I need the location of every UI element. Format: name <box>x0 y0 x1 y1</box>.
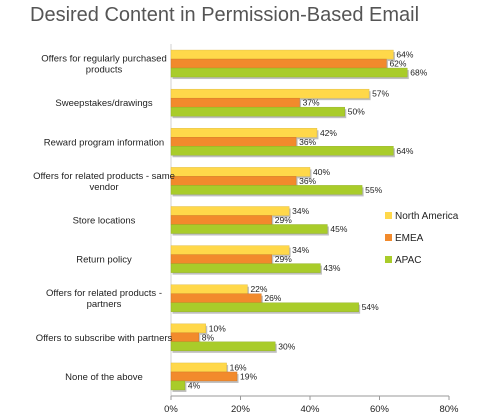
value-label: 64% <box>396 50 413 60</box>
category-label: Sweepstakes/drawings <box>55 98 152 109</box>
legend-label: APAC <box>395 255 422 266</box>
bar <box>170 224 328 234</box>
value-label: 30% <box>278 341 295 351</box>
bar <box>170 58 387 69</box>
bar <box>170 341 276 352</box>
category-label: Offers for related products - same <box>33 171 175 182</box>
value-label: 57% <box>372 89 389 99</box>
bar <box>170 263 321 273</box>
value-label: 45% <box>330 224 347 234</box>
value-label: 43% <box>323 263 340 273</box>
category-label: None of the above <box>65 372 143 383</box>
value-label: 55% <box>365 185 382 195</box>
value-label: 16% <box>230 362 247 372</box>
bar <box>170 88 370 99</box>
bar <box>170 215 272 225</box>
bar <box>170 49 394 60</box>
category-label: Offers for related products - <box>46 288 162 299</box>
bar <box>170 371 238 382</box>
bar <box>170 293 262 303</box>
value-label: 37% <box>303 98 320 108</box>
bar <box>170 146 394 156</box>
value-label: 29% <box>275 215 292 225</box>
x-tick-label: 80% <box>439 404 459 415</box>
value-label: 19% <box>240 371 257 381</box>
bar <box>170 254 272 264</box>
bar <box>170 332 199 343</box>
bar <box>170 67 408 78</box>
category-label: Store locations <box>73 216 136 227</box>
value-label: 54% <box>362 302 379 312</box>
x-tick-label: 0% <box>164 404 178 415</box>
value-label: 22% <box>250 284 267 294</box>
value-label: 42% <box>320 128 337 138</box>
category-label: Offers to subscribe with partners <box>36 333 173 344</box>
legend: North America EMEA APAC <box>385 211 459 266</box>
bar <box>170 245 290 255</box>
legend-label: EMEA <box>395 233 424 244</box>
bar <box>170 380 186 391</box>
category-label: Offers for regularly purchased <box>41 54 167 65</box>
bar <box>170 97 300 108</box>
category-label: Reward program information <box>44 137 164 148</box>
value-label: 68% <box>410 68 427 78</box>
bar <box>170 284 248 294</box>
value-label: 26% <box>264 293 281 303</box>
value-label: 34% <box>292 245 309 255</box>
value-label: 8% <box>202 332 215 342</box>
legend-swatch <box>385 234 392 241</box>
value-label: 50% <box>348 107 365 117</box>
category-label: Return policy <box>76 255 132 266</box>
x-axis: 0% 20% 40% 60% 80% <box>164 395 459 415</box>
value-label: 40% <box>313 167 330 177</box>
bar <box>170 167 311 177</box>
legend-label: North America <box>395 211 459 222</box>
category-label: products <box>86 65 123 76</box>
legend-swatch <box>385 256 392 263</box>
bar <box>170 176 297 186</box>
value-label: 64% <box>396 146 413 156</box>
value-label: 34% <box>292 206 309 216</box>
value-label: 36% <box>299 176 316 186</box>
value-label: 29% <box>275 254 292 264</box>
bar <box>170 302 359 312</box>
value-label: 36% <box>299 137 316 147</box>
bar <box>170 206 290 216</box>
value-label: 10% <box>209 323 226 333</box>
bar <box>170 185 363 195</box>
x-tick-label: 20% <box>231 404 251 415</box>
value-labels: 64%62%68%57%37%50%42%36%64%40%36%55%34%2… <box>188 50 428 391</box>
bar <box>170 137 297 147</box>
legend-swatch <box>385 212 392 219</box>
chart-title: Desired Content in Permission-Based Emai… <box>30 4 420 26</box>
bars <box>170 49 409 392</box>
bar <box>170 128 318 138</box>
bar <box>170 362 227 373</box>
x-tick-label: 60% <box>370 404 390 415</box>
category-label: partners <box>87 299 122 310</box>
x-tick-label: 40% <box>300 404 320 415</box>
bar <box>170 323 206 334</box>
category-label: vendor <box>89 182 118 193</box>
bar <box>170 106 345 117</box>
value-label: 4% <box>188 380 201 390</box>
value-label: 62% <box>389 59 406 69</box>
